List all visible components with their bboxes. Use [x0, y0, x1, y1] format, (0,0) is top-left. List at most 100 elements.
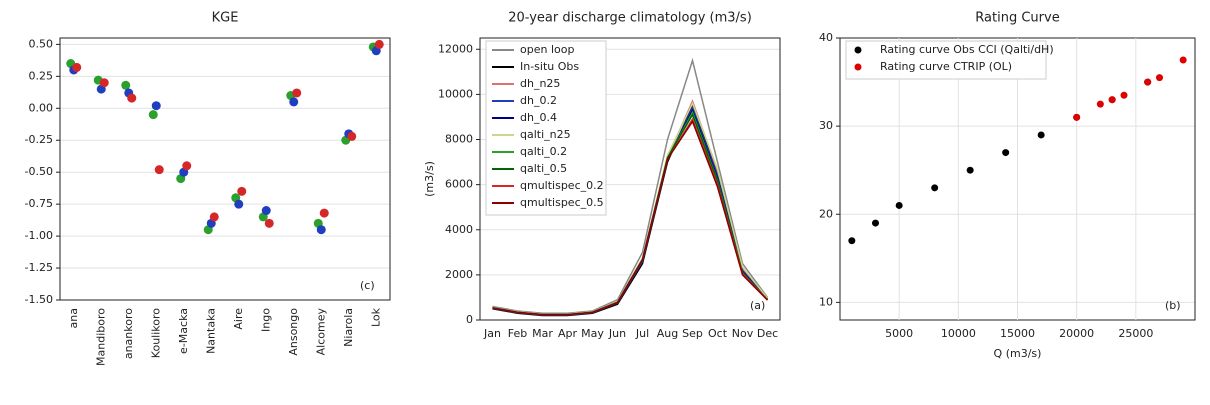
y-tick-label: 10 — [819, 295, 833, 308]
y-axis-label: (m3/s) — [423, 161, 436, 197]
x-tick-label: 20000 — [1059, 327, 1094, 340]
x-tick-label: 15000 — [1000, 327, 1035, 340]
x-tick-label: Jun — [608, 327, 626, 340]
marker — [264, 218, 274, 228]
marker — [292, 88, 302, 98]
y-tick-label: 0.25 — [29, 69, 54, 82]
x-tick-label: Aire — [232, 308, 245, 330]
legend-label: dh_n25 — [520, 77, 560, 90]
marker — [261, 206, 271, 216]
y-tick-label: 0 — [466, 313, 473, 326]
marker — [289, 97, 299, 107]
marker — [237, 186, 247, 196]
chart-title: 20-year discharge climatology (m3/s) — [508, 11, 752, 26]
plot-frame — [479, 37, 781, 321]
x-tick-label: Feb — [508, 327, 527, 340]
marker — [319, 208, 329, 218]
marker — [966, 166, 974, 174]
marker — [848, 237, 856, 245]
x-tick-label: Lok — [369, 307, 382, 327]
plot-frame — [59, 37, 391, 301]
x-tick-label: Mar — [532, 327, 553, 340]
legend-label: dh_0.4 — [520, 111, 557, 124]
legend-box — [845, 40, 1047, 80]
marker — [1144, 78, 1152, 86]
x-tick-label: ana — [67, 308, 80, 328]
marker — [148, 110, 158, 120]
x-tick-label: 10000 — [941, 327, 976, 340]
panel-label: (a) — [750, 299, 765, 312]
x-tick-label: Jan — [483, 327, 501, 340]
marker — [1096, 100, 1104, 108]
x-tick-label: 25000 — [1118, 327, 1153, 340]
y-tick-label: 10000 — [438, 87, 473, 100]
marker — [1073, 113, 1081, 121]
y-tick-label: 6000 — [445, 178, 473, 191]
legend-label: Rating curve CTRIP (OL) — [880, 60, 1012, 73]
legend-label: dh_0.2 — [520, 94, 557, 107]
marker — [1002, 149, 1010, 157]
x-tick-label: Niarola — [342, 308, 355, 347]
marker — [1156, 74, 1163, 82]
panel-label: (c) — [360, 279, 375, 292]
y-tick-label: 12000 — [438, 42, 473, 55]
x-tick-label: Nov — [732, 327, 754, 340]
x-tick-label: e-Macka — [177, 308, 190, 354]
legend-swatch — [854, 63, 862, 71]
line — [492, 57, 769, 314]
x-tick-label: Nantaka — [204, 308, 217, 354]
marker — [154, 165, 164, 175]
y-tick-label: -1.25 — [25, 261, 53, 274]
legend-label: In-situ Obs — [520, 60, 579, 73]
panel: 20-year discharge climatology (m3/s) 0 200… — [423, 11, 781, 340]
x-tick-label: Ingo — [259, 308, 272, 332]
y-tick-label: -0.75 — [25, 197, 53, 210]
marker — [1108, 96, 1116, 104]
marker — [72, 62, 82, 72]
x-tick-label: Mandiboro — [94, 308, 107, 366]
marker — [151, 101, 161, 111]
x-tick-label: Aug — [657, 327, 678, 340]
legend-label: qalti_0.2 — [520, 145, 567, 158]
y-tick-label: -0.25 — [25, 133, 53, 146]
legend-swatch — [854, 46, 862, 54]
y-tick-label: 4000 — [445, 223, 473, 236]
marker — [127, 93, 137, 103]
y-tick-label: 20 — [819, 207, 833, 220]
panel-label: (b) — [1165, 299, 1181, 312]
marker — [182, 161, 192, 171]
legend-label: qmultispec_0.2 — [520, 179, 604, 192]
y-tick-label: -1.00 — [25, 229, 53, 242]
x-axis-label: Q (m3/s) — [994, 347, 1042, 360]
x-tick-label: Alcomey — [314, 308, 327, 356]
legend-label: Rating curve Obs CCI (Qalti/dH) — [880, 43, 1054, 56]
marker — [316, 225, 326, 235]
chart-title: KGE — [212, 11, 239, 26]
legend-label: qalti_n25 — [520, 128, 571, 141]
x-tick-label: Dec — [757, 327, 778, 340]
y-tick-label: -0.50 — [25, 165, 53, 178]
marker — [374, 39, 384, 49]
x-tick-label: Apr — [558, 327, 578, 340]
marker — [234, 199, 244, 209]
marker — [895, 201, 903, 209]
panel: Rating Curve 10 20 30 40 Q (m3/s) (b) 5000 10000… — [819, 11, 1196, 360]
marker — [209, 212, 219, 222]
x-tick-label: Koulikoro — [149, 308, 162, 358]
line — [492, 119, 769, 316]
marker — [121, 80, 131, 90]
y-tick-label: 0.50 — [29, 37, 54, 50]
y-tick-label: 8000 — [445, 133, 473, 146]
x-tick-label: Jul — [635, 327, 649, 340]
legend-label: qmultispec_0.5 — [520, 196, 604, 209]
x-tick-label: Oct — [708, 327, 728, 340]
x-tick-label: anankoro — [122, 308, 135, 359]
y-tick-label: 30 — [819, 119, 833, 132]
panel: KGE -1.50 -1.25 -1.00 -0.75 -0.50 -0.25 0.00 0.2… — [25, 11, 391, 366]
marker — [99, 78, 109, 88]
y-tick-label: 0.00 — [29, 101, 54, 114]
x-tick-label: Sep — [682, 327, 703, 340]
marker — [1179, 56, 1187, 64]
chart-title: Rating Curve — [975, 11, 1059, 26]
x-tick-label: Ansongo — [287, 308, 300, 356]
